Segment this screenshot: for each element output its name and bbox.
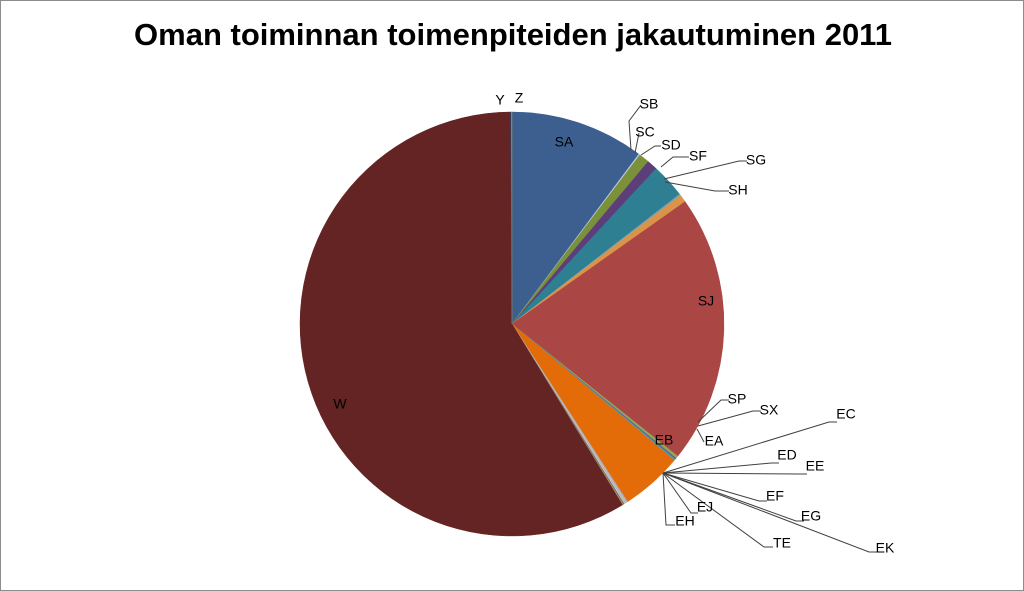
slice-label-sa: SA bbox=[555, 134, 574, 150]
slice-label-w: W bbox=[333, 396, 347, 412]
slice-label-ef: EF bbox=[766, 488, 784, 504]
slice-label-sf: SF bbox=[689, 148, 707, 164]
slice-label-sg: SG bbox=[746, 152, 766, 168]
slice-label-sh: SH bbox=[728, 182, 747, 198]
slice-label-eh: EH bbox=[675, 513, 694, 529]
slice-label-sb: SB bbox=[640, 96, 659, 112]
leader-line-sp bbox=[697, 399, 729, 423]
pie-slice-z bbox=[511, 111, 513, 325]
leader-line-sf bbox=[660, 156, 689, 168]
leader-line-sb bbox=[628, 104, 642, 151]
pie-slice-sj bbox=[511, 201, 725, 457]
slice-label-z: Z bbox=[515, 90, 524, 106]
slice-label-ea: EA bbox=[705, 433, 724, 449]
slice-label-ec: EC bbox=[836, 406, 855, 422]
leader-line-ee bbox=[662, 472, 807, 475]
pie-slice-sa bbox=[511, 111, 640, 325]
leader-line-ej bbox=[662, 472, 698, 514]
leader-line-sh bbox=[664, 181, 729, 192]
leader-line-ek bbox=[662, 472, 877, 553]
leader-line-ef bbox=[662, 472, 767, 502]
slice-label-sp: SP bbox=[728, 391, 747, 407]
leader-line-eh bbox=[662, 472, 675, 526]
leader-line-ec bbox=[662, 421, 837, 474]
slice-label-sj: SJ bbox=[698, 293, 714, 309]
slice-label-eb: EB bbox=[655, 432, 674, 448]
leader-line-sx bbox=[697, 410, 761, 427]
chart-title: Oman toiminnan toimenpiteiden jakautumin… bbox=[134, 17, 892, 52]
pie-slice-w bbox=[299, 111, 623, 537]
slice-label-y: Y bbox=[495, 92, 505, 108]
slice-label-ed: ED bbox=[777, 447, 796, 463]
leader-line-sd bbox=[640, 145, 661, 156]
leader-line-sg bbox=[663, 160, 747, 180]
slice-label-ee: EE bbox=[806, 458, 825, 474]
leader-line-eg bbox=[662, 472, 804, 522]
leader-line-sc bbox=[634, 132, 640, 154]
leader-line-ed bbox=[662, 462, 779, 474]
slice-label-te: TE bbox=[773, 535, 791, 551]
slice-label-eg: EG bbox=[801, 508, 821, 524]
slice-label-ej: EJ bbox=[697, 499, 713, 515]
slice-label-sc: SC bbox=[635, 124, 654, 140]
slice-label-ek: EK bbox=[876, 540, 895, 556]
leader-line-te bbox=[662, 472, 773, 548]
slice-label-sx: SX bbox=[760, 402, 779, 418]
leader-line-ea bbox=[696, 428, 705, 443]
slice-label-sd: SD bbox=[661, 137, 680, 153]
